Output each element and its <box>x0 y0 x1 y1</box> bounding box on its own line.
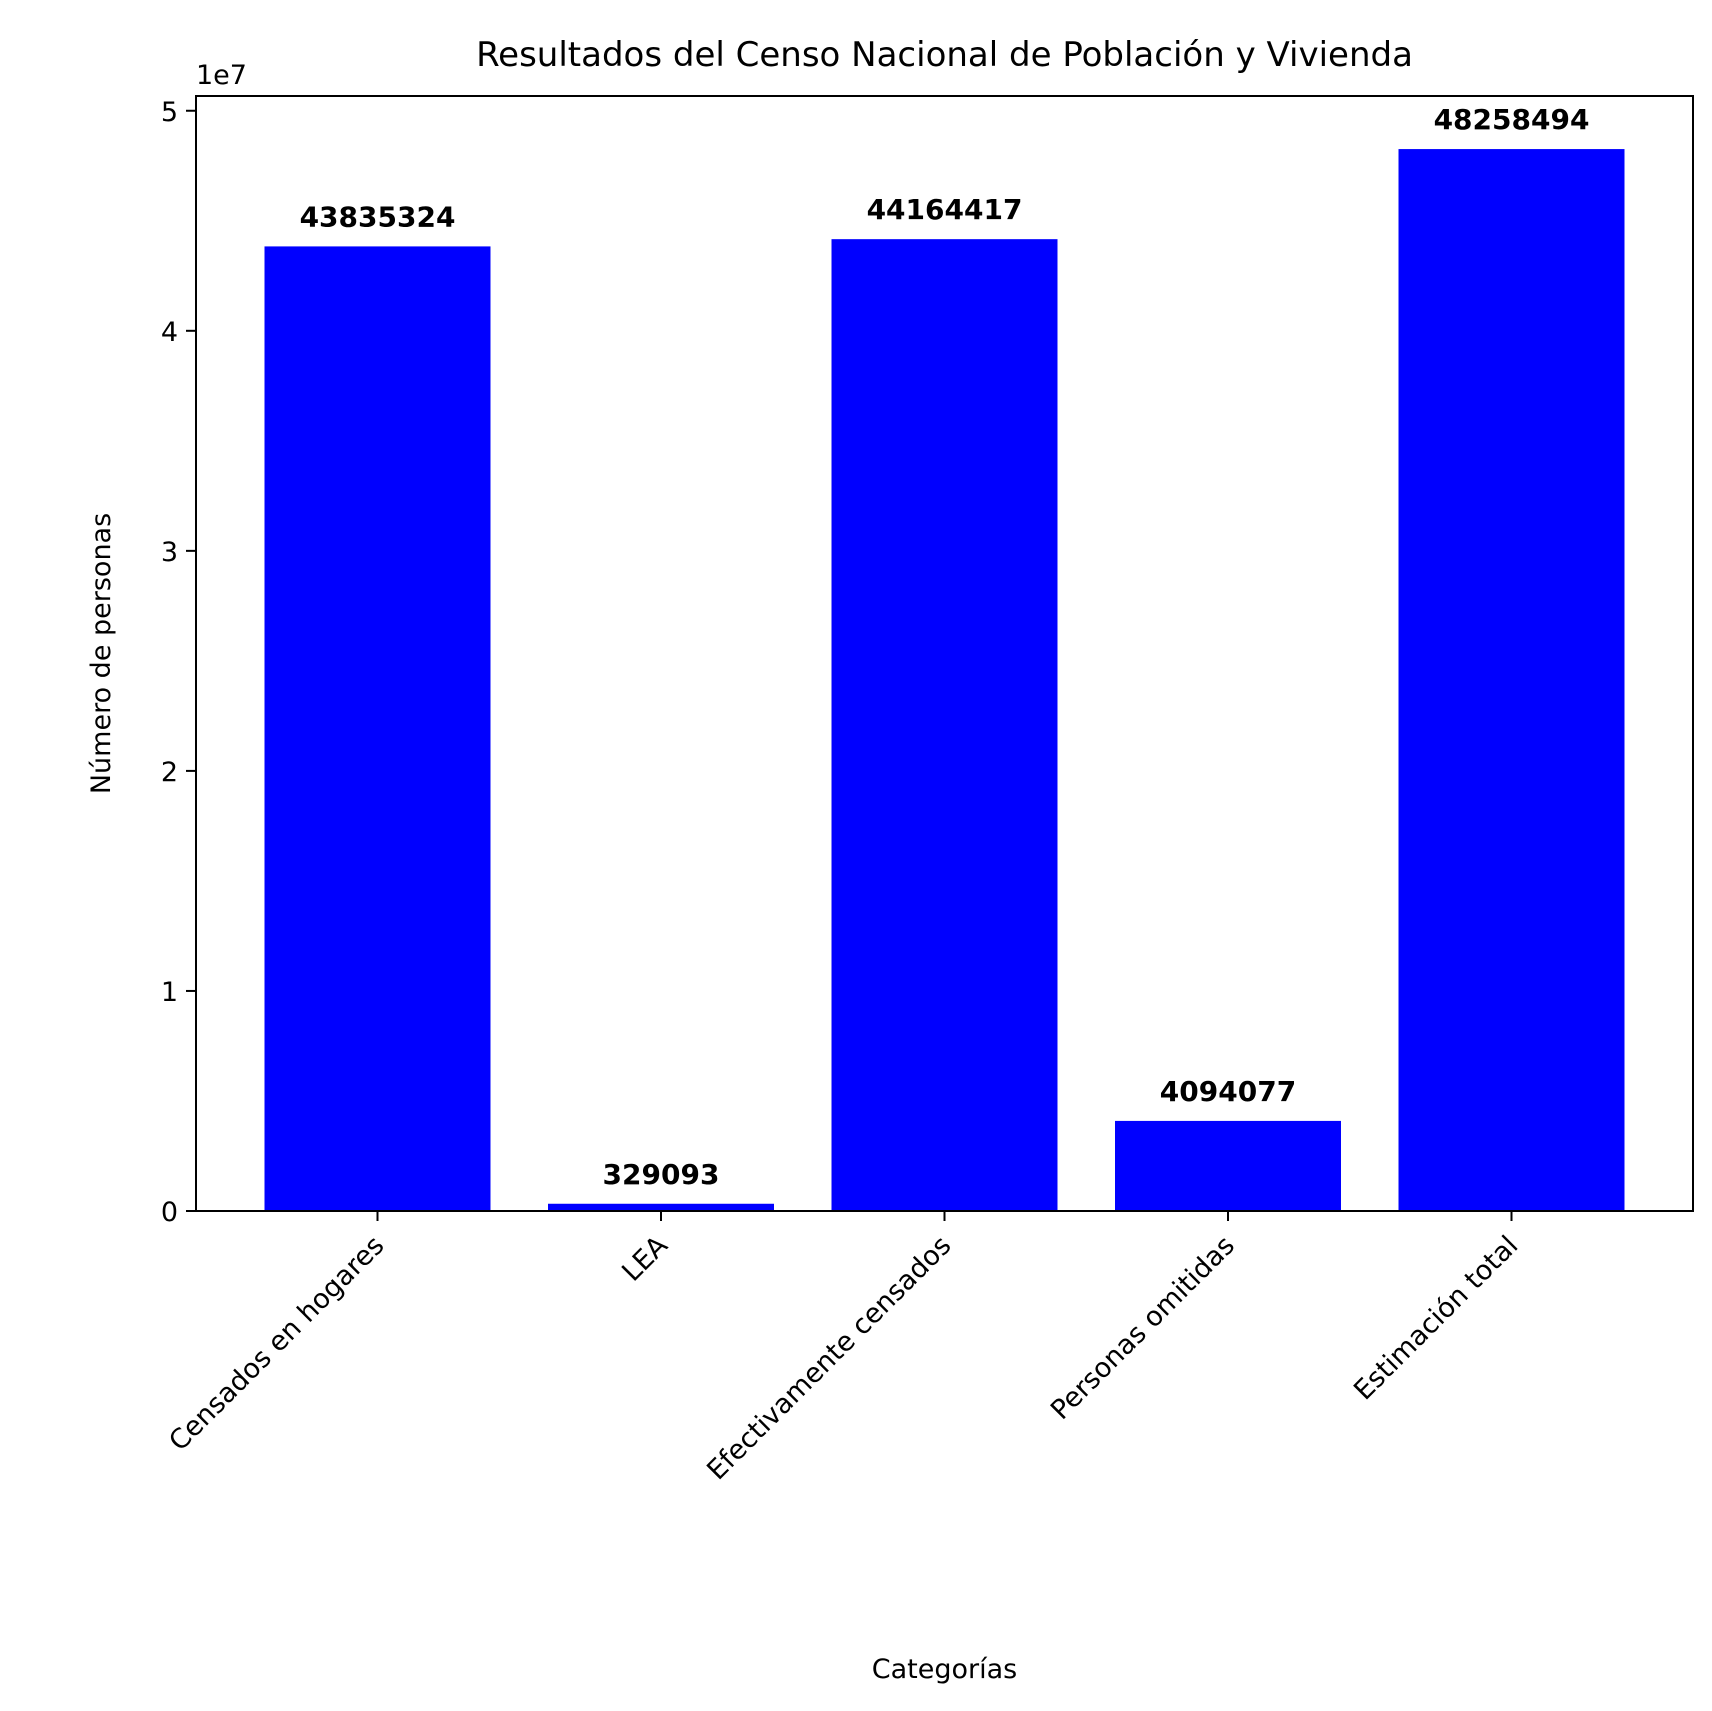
y-tick-label-0: 0 <box>161 1197 178 1228</box>
bar-4 <box>1398 149 1625 1212</box>
y-tick-label-3: 3 <box>161 537 178 568</box>
y-axis-label: Número de personas <box>86 513 117 794</box>
y-axis-ticks: 0 1 2 3 4 5 <box>161 97 196 1228</box>
y-tick-label-5: 5 <box>161 97 178 128</box>
y-tick-label-2: 2 <box>161 757 178 788</box>
x-axis-label: Categorías <box>872 1654 1017 1685</box>
bar-data-label-2: 44164417 <box>867 193 1023 226</box>
bar-2 <box>831 239 1058 1211</box>
bars-group <box>264 149 1625 1212</box>
y-tick-label-4: 4 <box>161 317 178 348</box>
y-tick-label-1: 1 <box>161 977 178 1008</box>
data-labels-group: 43835324 329093 44164417 4094077 48258494 <box>300 103 1590 1191</box>
bar-data-label-0: 43835324 <box>300 200 456 233</box>
chart-title: Resultados del Censo Nacional de Poblaci… <box>476 35 1413 75</box>
bar-1 <box>548 1203 774 1211</box>
bar-data-label-3: 4094077 <box>1160 1075 1296 1108</box>
bar-data-label-4: 48258494 <box>1434 103 1590 136</box>
bar-3 <box>1115 1120 1341 1211</box>
y-axis-offset-text: 1e7 <box>196 60 247 91</box>
bar-0 <box>264 246 491 1212</box>
bar-data-label-1: 329093 <box>603 1158 720 1191</box>
